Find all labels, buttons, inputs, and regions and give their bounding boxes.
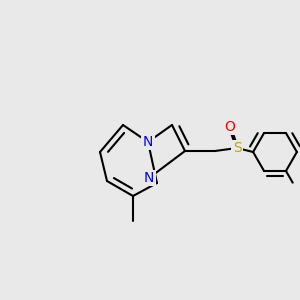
Text: O: O: [225, 120, 236, 134]
Text: N: N: [143, 135, 153, 149]
Text: S: S: [232, 141, 242, 155]
Text: N: N: [144, 171, 154, 185]
